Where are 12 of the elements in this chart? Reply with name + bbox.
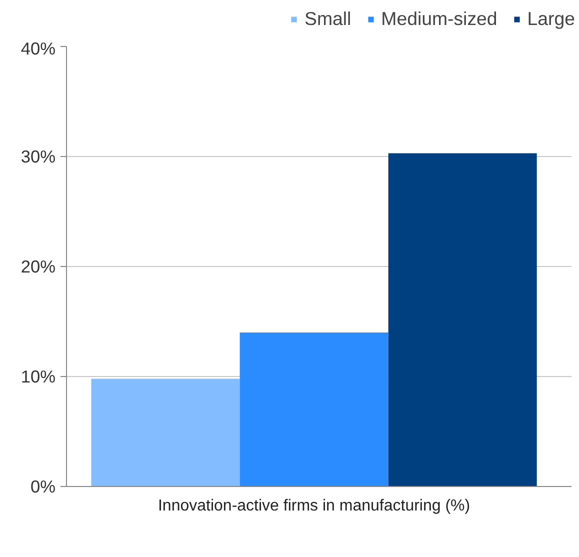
legend-label: Medium-sized (381, 8, 498, 30)
bar (388, 153, 537, 486)
legend-label: Small (304, 8, 352, 30)
x-tick-label: Innovation-active firms in manufacturing (%) (158, 498, 470, 514)
legend-label: Large (527, 8, 575, 30)
bar (91, 378, 240, 486)
y-tick-label: 20% (20, 256, 56, 276)
bar (240, 332, 388, 486)
y-tick-label: 40% (20, 38, 56, 58)
y-tick-label: 10% (20, 366, 56, 386)
y-tick-label: 30% (20, 146, 56, 166)
y-tick-label: 0% (30, 476, 56, 496)
